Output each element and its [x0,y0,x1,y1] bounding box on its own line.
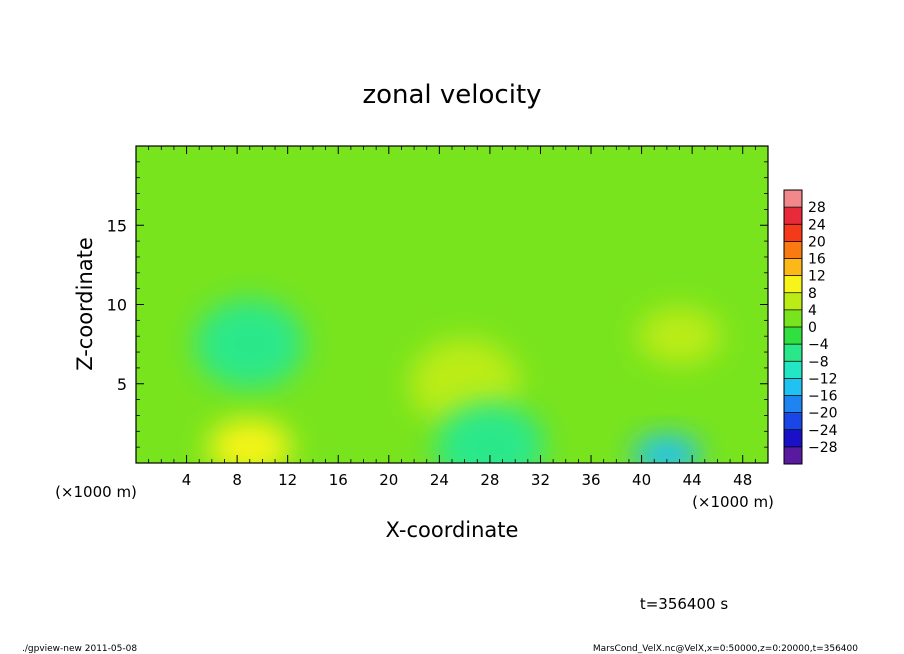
colorbar-label: 24 [808,217,826,233]
x-tick-label: 32 [531,471,550,489]
colorbar-segment [784,344,802,362]
colorbar-segment [784,190,802,208]
colorbar-segment [784,327,802,345]
y-tick-label: 5 [117,375,127,394]
colorbar-label: 4 [808,303,817,319]
colorbar-segment [784,275,802,294]
colorbar-label: −16 [808,389,838,405]
x-axis: 4 8 12 16 20 24 28 32 36 40 44 48 [148,146,756,489]
colorbar-label: −8 [808,354,829,370]
colorbar-label: 0 [808,320,817,336]
colorbar-label: −20 [808,406,838,422]
colorbar-label: 12 [808,269,826,285]
x-axis-label: X-coordinate [386,518,519,542]
colorbar-segment [784,207,802,225]
y-axis: 5 10 15 [107,161,768,448]
colorbar-segment [784,258,802,277]
colorbar-label: −4 [808,337,829,353]
y-tick-label: 10 [107,296,127,315]
x-tick-label: 12 [278,471,297,489]
field-blue-core-2 [632,435,701,463]
colorbar-segment [784,292,802,311]
colorbar-segment [784,446,802,465]
colorbar-segment [784,241,802,259]
x-tick-label: 20 [379,471,398,489]
colorbar-segment [784,412,802,431]
colorbar-label: 20 [808,234,826,250]
colorbar-label: −12 [808,371,838,387]
field-yellow-patch-4 [637,308,722,365]
colorbar-label: 8 [808,286,817,302]
colorbar-label: 28 [808,200,826,216]
y-tick-label: 15 [107,216,127,235]
x-tick-label: 16 [329,471,348,489]
time-label: t=356400 s [640,595,728,613]
x-tick-label: 40 [632,471,651,489]
y-unit-label: (×1000 m) [55,483,137,501]
colorbar-label: 16 [808,252,826,268]
field-yellow-patch-3 [207,419,292,463]
colorbar-segment [784,361,802,379]
colorbar-label: −24 [808,423,838,439]
heatmap-field [136,146,768,463]
colorbar-label: −28 [808,440,838,456]
field-cyan-patch-6 [434,402,545,463]
colorbar-segment [784,429,802,448]
colorbar-segment [784,395,802,414]
chart-title: zonal velocity [362,80,541,110]
x-tick-label: 24 [430,471,449,489]
colorbar-segment [784,224,802,242]
x-tick-label: 48 [733,471,752,489]
x-tick-label: 8 [232,471,242,489]
x-tick-label: 4 [182,471,192,489]
colorbar-segment [784,309,802,328]
footer-left: ./gpview-new 2011-05-08 [22,644,137,654]
x-tick-label: 36 [581,471,600,489]
field-cyan-pocket-1 [194,299,305,390]
footer-right: MarsCond_VelX.nc@VelX,x=0:50000,z=0:2000… [593,644,858,654]
x-tick-label: 28 [480,471,499,489]
y-axis-label: Z-coordinate [73,237,97,371]
colorbar-segment [784,378,802,396]
x-tick-label: 44 [683,471,702,489]
x-unit-label: (×1000 m) [692,493,774,511]
